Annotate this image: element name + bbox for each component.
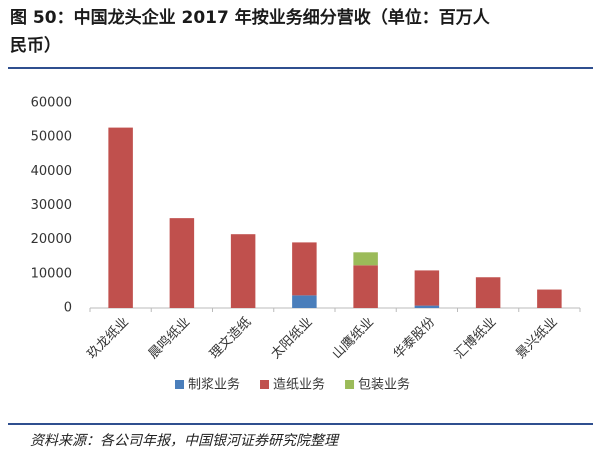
bar-segment [537, 289, 562, 308]
legend-label: 包装业务 [358, 377, 410, 393]
legend-swatch [260, 380, 270, 389]
bar-segment [292, 242, 317, 296]
bar-segment [169, 218, 195, 308]
bar-segment [414, 305, 440, 308]
y-tick-label: 0 [64, 301, 72, 316]
bar-segment [414, 270, 440, 306]
y-tick-label: 50000 [31, 130, 72, 145]
bar-segment [230, 234, 256, 308]
y-tick-label: 60000 [31, 96, 72, 111]
x-tick-label: 华泰股份 [391, 315, 438, 362]
y-tick-label: 10000 [31, 266, 72, 281]
legend-swatch [345, 380, 355, 389]
y-tick-label: 30000 [31, 198, 72, 213]
legend-swatch [175, 380, 184, 389]
x-tick-label: 太阳纸业 [268, 315, 315, 362]
chart-title: 图 50：中国龙头企业 2017 年按业务细分营收（单位：百万人民币） [10, 7, 491, 56]
x-tick-label: 玖龙纸业 [84, 314, 132, 362]
legend-label: 制浆业务 [188, 377, 240, 393]
source: 资料来源：各公司年报，中国银河证券研究院整理 [30, 433, 340, 449]
y-tick-label: 20000 [31, 232, 72, 247]
bar-segment [353, 252, 378, 266]
bar-segment [292, 295, 317, 308]
x-tick-label: 汇博纸业 [452, 315, 499, 362]
y-tick-label: 40000 [31, 164, 72, 179]
bar-segment [108, 127, 133, 308]
x-tick-label: 山鹰纸业 [329, 314, 377, 362]
bar-segment [353, 265, 378, 308]
legend-label: 造纸业务 [273, 377, 325, 393]
x-tick-label: 理文造纸 [207, 315, 254, 362]
x-tick-label: 景兴纸业 [513, 315, 560, 362]
x-tick-label: 晨鸣纸业 [145, 314, 193, 362]
bar-segment [475, 277, 501, 308]
